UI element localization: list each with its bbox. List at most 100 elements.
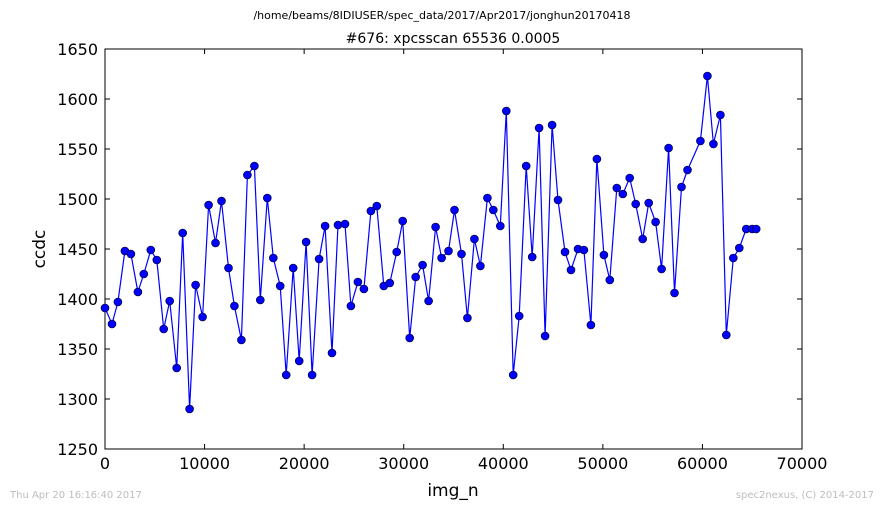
data-point (152, 255, 162, 265)
data-point (501, 106, 511, 116)
data-point (728, 253, 738, 263)
data-point (696, 136, 705, 146)
y-tick-label: 1350 (57, 340, 98, 359)
data-point (579, 245, 589, 255)
data-point (540, 331, 550, 341)
x-tick-label: 40000 (478, 454, 529, 473)
data-point (314, 254, 324, 264)
data-point (527, 252, 537, 262)
data-point (612, 183, 622, 193)
y-axis: 1250 1300 1350 1400 1450 1500 1550 1600 1650 (57, 40, 802, 459)
data-point (431, 222, 440, 232)
y-tick-label: 1550 (57, 140, 98, 159)
data-point (534, 123, 544, 133)
data-point (372, 201, 382, 211)
data-point (553, 195, 563, 205)
data-point (243, 170, 252, 180)
data-point (398, 216, 408, 226)
y-tick-label: 1650 (57, 40, 98, 59)
x-tick-label: 20000 (279, 454, 330, 473)
data-point (470, 234, 479, 244)
data-point (255, 295, 265, 305)
chart-path-title: /home/beams/8IDIUSER/spec_data/2017/Apr2… (253, 9, 630, 22)
y-tick-label: 1500 (57, 190, 98, 209)
data-point (113, 297, 123, 307)
y-tick-label: 1600 (57, 90, 98, 109)
data-point (211, 238, 220, 248)
footer-timestamp: Thu Apr 20 16:16:40 2017 (9, 490, 142, 501)
data-point (224, 263, 233, 273)
data-point (191, 280, 200, 290)
data-point (385, 278, 395, 288)
data-point (198, 312, 207, 322)
data-point (146, 245, 156, 255)
series-layer (100, 71, 761, 414)
data-point (320, 221, 330, 231)
data-point (307, 370, 317, 380)
x-tick-label: 50000 (577, 454, 628, 473)
data-point (185, 404, 194, 414)
x-tick-label: 60000 (677, 454, 728, 473)
data-point (288, 263, 298, 273)
data-point (333, 220, 343, 230)
data-point (217, 196, 226, 206)
data-point (172, 363, 181, 373)
data-point (159, 324, 168, 334)
data-point (592, 154, 602, 164)
data-point (237, 335, 246, 345)
data-point (405, 333, 415, 343)
data-point (250, 161, 259, 171)
data-point (638, 234, 648, 244)
data-point (411, 272, 421, 282)
data-point (751, 224, 761, 234)
plot-area (104, 48, 803, 450)
data-point (709, 139, 718, 149)
y-tick-label: 1300 (57, 390, 98, 409)
data-point (618, 189, 628, 199)
data-point (418, 260, 427, 270)
chart-title: #676: xpcsscan 65536 0.0005 (346, 31, 561, 47)
data-point (230, 301, 239, 311)
data-point (716, 110, 725, 120)
data-point (683, 165, 692, 175)
data-point (560, 247, 570, 257)
data-point (651, 217, 660, 227)
data-point (268, 253, 278, 263)
y-axis-label: ccdc (30, 230, 50, 269)
y-tick-label: 1400 (57, 290, 98, 309)
data-point (366, 206, 376, 216)
data-point (670, 288, 679, 298)
data-point (346, 301, 356, 311)
data-point (294, 356, 304, 366)
data-point (631, 199, 641, 209)
data-point (457, 249, 466, 259)
data-point (488, 205, 498, 215)
data-point (657, 264, 666, 274)
x-tick-label: 0 (100, 454, 110, 473)
data-point (139, 269, 149, 279)
data-point (514, 311, 524, 321)
data-point (281, 370, 291, 380)
data-point (100, 303, 110, 313)
data-point (521, 161, 531, 171)
y-tick-label: 1450 (57, 240, 98, 259)
data-point (476, 261, 485, 271)
x-tick-label: 70000 (777, 454, 828, 473)
data-point (392, 247, 402, 257)
data-point (703, 71, 712, 81)
data-point (359, 284, 369, 294)
data-point (463, 313, 472, 323)
data-point (178, 228, 187, 238)
data-point (566, 265, 576, 275)
data-point (625, 173, 635, 183)
x-tick-label: 10000 (179, 454, 230, 473)
data-point (644, 198, 654, 208)
data-point (483, 193, 492, 203)
data-point (586, 320, 596, 330)
data-point (605, 275, 615, 285)
data-point (107, 319, 117, 329)
data-point (721, 330, 731, 340)
x-axis: 0 10000 20000 30000 40000 50000 60000 70000 (100, 49, 828, 473)
data-point (437, 253, 446, 263)
